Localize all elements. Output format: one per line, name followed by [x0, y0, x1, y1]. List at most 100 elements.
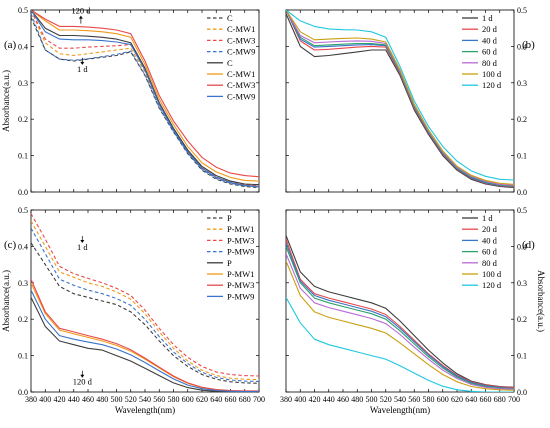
x-tick-label: 620 — [451, 395, 463, 404]
y-axis-title: Absorbance(a.u.) — [536, 270, 546, 332]
x-tick-label: 520 — [125, 395, 137, 404]
series-line-2 — [286, 238, 514, 389]
y-tick-label: 0.4 — [517, 242, 527, 251]
annotation-arrowhead — [80, 374, 85, 378]
y-tick-label: 0.5 — [517, 6, 527, 15]
y-axis-title: Absorbance(a.u.) — [1, 270, 11, 332]
legend-label: P-MW9 — [227, 247, 254, 257]
panel-4: 380 400 420 440 460 480 500 520 540 560 580 600 620 6… — [280, 206, 546, 415]
legend-label: 20 d — [482, 224, 498, 234]
series-line-5 — [286, 10, 514, 186]
legend-label: 120 d — [482, 280, 502, 290]
x-tick-label: 540 — [139, 395, 151, 404]
series-line-3 — [31, 213, 259, 377]
series-line-5 — [286, 253, 514, 390]
x-tick-label: 480 — [96, 395, 108, 404]
x-tick-label: 460 — [337, 395, 349, 404]
legend-label: P-MW9 — [227, 291, 254, 301]
legend-label: C — [227, 58, 233, 68]
y-tick-label: 0.0 — [517, 188, 527, 197]
plot-frame — [30, 209, 260, 393]
series-line-7 — [286, 297, 514, 392]
legend-label: 120 d — [482, 80, 502, 90]
legend-label: 60 d — [482, 247, 498, 257]
legend-label: P — [227, 213, 232, 223]
x-tick-label: 480 — [351, 395, 363, 404]
series-line-1 — [31, 242, 259, 384]
x-tick-label: 380 — [280, 395, 292, 404]
panel-label: (d) — [522, 239, 535, 251]
series-group — [31, 10, 259, 189]
series-line-5 — [31, 297, 259, 392]
panel-label: (a) — [4, 39, 17, 51]
x-tick-label: 540 — [394, 395, 406, 404]
legend-label: 80 d — [482, 258, 498, 268]
y-tick-label: 0.2 — [517, 315, 527, 324]
y-tick-label: 0.5 — [18, 206, 28, 215]
legend-label: 1 d — [482, 13, 493, 23]
series-line-5 — [31, 10, 259, 186]
y-tick-label: 0.2 — [18, 115, 28, 124]
legend-label: 20 d — [482, 24, 498, 34]
series-line-7 — [31, 10, 259, 178]
series-group — [286, 10, 514, 189]
series-line-7 — [286, 10, 514, 181]
x-tick-label: 660 — [480, 395, 492, 404]
x-tick-label: 620 — [196, 395, 208, 404]
y-tick-label: 0.5 — [517, 206, 527, 215]
x-tick-label: 560 — [153, 395, 165, 404]
series-line-8 — [31, 10, 259, 188]
series-line-3 — [31, 10, 259, 187]
x-axis-title: Wavelength(nm) — [370, 405, 430, 415]
panel-3: 380 400 420 440 460 480 500 520 540 560 580 600 620 6… — [1, 206, 265, 415]
y-tick-label: 0.2 — [517, 115, 527, 124]
x-tick-label: 580 — [423, 395, 435, 404]
x-tick-label: 440 — [68, 395, 80, 404]
legend-label: C-MW9 — [227, 91, 255, 101]
series-line-2 — [31, 220, 259, 381]
series-line-3 — [286, 242, 514, 389]
x-tick-label: 640 — [465, 395, 477, 404]
y-tick-label: 0.5 — [18, 6, 28, 15]
legend-label: 100 d — [482, 69, 502, 79]
legend-label: C-MW1 — [227, 24, 255, 34]
y-tick-label: 0.3 — [18, 79, 28, 88]
legend-label: 80 d — [482, 58, 498, 68]
series-line-1 — [286, 235, 514, 388]
legend-label: 100 d — [482, 269, 502, 279]
legend-label: P — [227, 258, 232, 268]
legend-label: P-MW1 — [227, 269, 254, 279]
x-tick-label: 400 — [294, 395, 306, 404]
annotation-arrowhead — [80, 61, 85, 65]
legend-label: C-MW3 — [227, 35, 255, 45]
annotation-arrowhead — [78, 15, 83, 19]
y-tick-label: 0.0 — [18, 388, 28, 397]
x-tick-label: 680 — [494, 395, 506, 404]
y-tick-label: 0.0 — [18, 188, 28, 197]
x-tick-label: 420 — [54, 395, 66, 404]
y-tick-label: 0.3 — [517, 79, 527, 88]
panel-label: (c) — [4, 239, 17, 251]
y-axis-title: Absorbance(a.u.) — [1, 70, 11, 132]
x-tick-label: 500 — [111, 395, 123, 404]
series-line-3 — [286, 10, 514, 188]
legend-label: P-MW3 — [227, 235, 254, 245]
y-tick-label: 0.4 — [517, 42, 527, 51]
series-line-6 — [286, 260, 514, 391]
y-tick-label: 0.4 — [18, 242, 28, 251]
series-group — [31, 213, 259, 392]
x-axis-title: Wavelength(nm) — [115, 405, 175, 415]
x-tick-label: 600 — [182, 395, 194, 404]
y-tick-label: 0.1 — [517, 152, 527, 161]
legend-label: 40 d — [482, 235, 498, 245]
x-tick-label: 520 — [380, 395, 392, 404]
legend-label: P-MW3 — [227, 280, 254, 290]
plot-frame — [285, 209, 515, 393]
legend-label: C-MW9 — [227, 47, 255, 57]
series-line-6 — [286, 10, 514, 185]
x-tick-label: 700 — [508, 395, 520, 404]
series-line-6 — [31, 10, 259, 182]
x-tick-label: 580 — [168, 395, 180, 404]
